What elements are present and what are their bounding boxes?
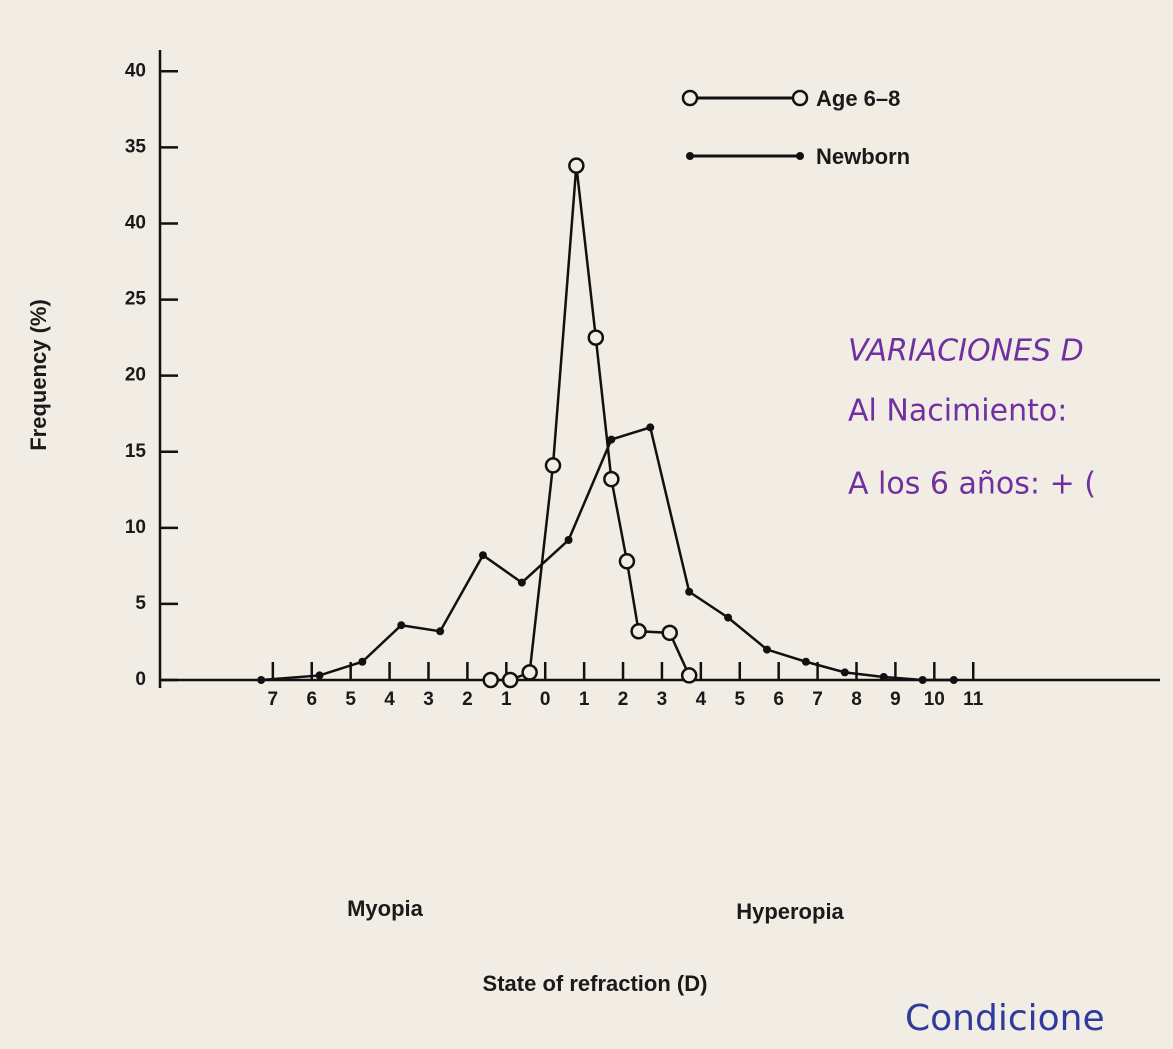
x-tick-label: 2 xyxy=(462,689,473,710)
y-tick-label: 40 xyxy=(125,60,146,81)
x-tick-label: 3 xyxy=(657,689,668,710)
data-point xyxy=(587,329,605,346)
x-tick-label: 8 xyxy=(851,689,862,710)
data-point xyxy=(840,668,849,677)
slide-text: A los 6 años: + ( xyxy=(848,467,1096,502)
data-point xyxy=(521,664,538,681)
data-point xyxy=(478,551,487,560)
data-point xyxy=(603,470,620,488)
y-tick-label: 20 xyxy=(125,365,146,386)
data-point xyxy=(257,676,266,684)
slide-footer: Condicione xyxy=(905,998,1105,1039)
data-point xyxy=(607,435,616,444)
slide-text: Al Nacimiento: xyxy=(848,394,1067,429)
data-point xyxy=(568,157,585,174)
x-tick-label: 4 xyxy=(696,689,707,710)
legend-label: Newborn xyxy=(816,144,910,169)
y-tick-label: 25 xyxy=(125,289,147,310)
legend-marker xyxy=(686,152,694,160)
data-point xyxy=(918,676,927,684)
legend-marker xyxy=(791,89,809,107)
x-tick-label: 0 xyxy=(540,689,551,710)
x-tick-label: 1 xyxy=(501,689,512,710)
x-tick-label: 9 xyxy=(890,689,901,710)
x-axis-label: State of refraction (D) xyxy=(483,971,708,996)
data-point xyxy=(879,672,888,681)
x-tick-label: 4 xyxy=(384,689,395,710)
x-tick-label: 2 xyxy=(618,689,629,710)
slide-heading: VARIACIONES D xyxy=(848,334,1084,369)
y-tick-label: 10 xyxy=(125,517,146,538)
y-tick-label: 5 xyxy=(135,593,146,614)
legend-label: Age 6–8 xyxy=(816,86,900,111)
x-tick-label: 7 xyxy=(812,689,823,710)
data-point xyxy=(397,621,406,630)
y-tick-label: 0 xyxy=(135,669,146,690)
y-axis-label: Frequency (%) xyxy=(26,299,51,451)
series-line xyxy=(261,425,954,682)
data-point xyxy=(685,587,694,596)
x-tick-label: 6 xyxy=(773,689,784,710)
data-point xyxy=(680,667,698,684)
data-point xyxy=(358,657,367,666)
data-point xyxy=(618,553,636,570)
x-tick-label: 6 xyxy=(306,689,317,710)
x-tick-label: 11 xyxy=(963,689,984,710)
x-tick-label: 5 xyxy=(734,689,745,710)
x-tick-label: 10 xyxy=(924,689,945,710)
x-tick-label: 7 xyxy=(268,689,279,710)
data-point xyxy=(501,671,519,689)
data-point xyxy=(949,676,958,684)
data-point xyxy=(315,671,324,680)
data-point xyxy=(763,645,772,654)
data-point xyxy=(661,624,678,642)
y-tick-label: 15 xyxy=(125,441,147,462)
y-tick-label: 35 xyxy=(125,136,147,157)
x-tick-label: 5 xyxy=(345,689,356,710)
data-point xyxy=(436,627,445,636)
data-point xyxy=(544,457,562,474)
data-point xyxy=(517,578,526,587)
x-tick-label: 3 xyxy=(423,689,434,710)
annotation: Hyperopia xyxy=(736,899,844,924)
data-point xyxy=(564,536,573,544)
y-tick-label: 40 xyxy=(125,212,146,233)
legend-marker xyxy=(681,89,699,107)
x-tick-label: 1 xyxy=(579,689,590,710)
data-point xyxy=(724,613,733,622)
data-point xyxy=(630,623,647,640)
data-point xyxy=(646,423,655,432)
data-point xyxy=(482,671,499,689)
data-point xyxy=(801,657,810,666)
annotation: Myopia xyxy=(347,896,424,921)
legend-marker xyxy=(796,152,804,160)
